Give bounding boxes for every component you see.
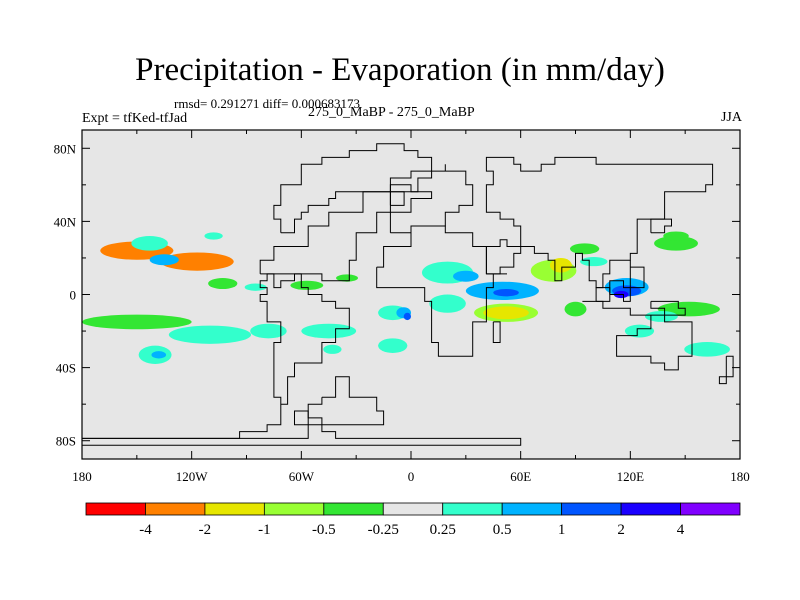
y-tick-label: 40N (54, 214, 77, 229)
contour-region (323, 344, 342, 354)
x-tick-label: 60W (289, 469, 315, 484)
colorbar-label: 2 (617, 522, 625, 538)
colorbar-swatch (501, 502, 563, 516)
contour-region (149, 254, 179, 266)
expt-label: Expt = tfKed-tfJad (82, 111, 188, 126)
colorbar-label: -2 (199, 522, 212, 538)
coastline (609, 280, 631, 302)
contour-region (684, 342, 730, 357)
colorbar-swatch (204, 502, 265, 516)
contour-region (250, 323, 287, 339)
contour-region (624, 324, 655, 338)
contour-region (208, 278, 238, 290)
contour-region (429, 294, 466, 313)
contour-region (570, 243, 600, 255)
colorbar-label: -1 (258, 522, 271, 538)
colorbar-label: -0.25 (368, 522, 399, 538)
contour-region (336, 274, 358, 282)
colorbar: -4 -2 -1 -0.5 -0.25 0.25 0.5 1 2 4 (85, 502, 741, 538)
coastline (718, 355, 734, 385)
coastline (259, 184, 433, 289)
colorbar-swatch (382, 502, 444, 516)
colorbar-label: 1 (558, 522, 566, 538)
y-axis: 80N 40N 0 40S 80S (54, 141, 740, 449)
colorbar-swatch (145, 502, 206, 516)
experiments-label: 275_0_MaBP - 275_0_MaBP (308, 105, 475, 120)
x-tick-label: 0 (408, 469, 415, 484)
coastlines (82, 143, 734, 446)
colorbar-label: -0.5 (312, 522, 336, 538)
x-tick-label: 120E (617, 469, 645, 484)
plot-background (82, 130, 740, 459)
coastline (389, 191, 405, 206)
contour-region (131, 236, 168, 251)
x-axis: 180 120W 60W 0 60E 120E 180 (72, 130, 750, 484)
colorbar-swatch (263, 502, 325, 516)
season-label: JJA (720, 110, 742, 125)
chart-title: Precipitation - Evaporation (in mm/day) (135, 52, 665, 88)
contour-region (160, 252, 234, 271)
colorbar-swatch (85, 502, 146, 516)
contour-region (82, 314, 192, 330)
contour-region (151, 351, 167, 359)
coastline (273, 143, 433, 234)
contour-region (493, 289, 519, 297)
plot-fill (82, 130, 740, 459)
colorbar-label: -4 (139, 522, 152, 538)
coastline (485, 239, 522, 275)
x-tick-label: 120W (176, 469, 209, 484)
contour-fields (82, 231, 730, 364)
contour-region (564, 301, 587, 317)
coastline (650, 218, 672, 234)
x-tick-label: 60E (510, 469, 531, 484)
coastline (82, 410, 522, 446)
colorbar-swatch (620, 502, 681, 516)
coastline (376, 225, 507, 357)
contour-region (483, 306, 529, 320)
y-tick-label: 80S (56, 434, 76, 449)
y-tick-label: 0 (70, 288, 77, 303)
contour-region (580, 257, 608, 267)
contour-region (168, 325, 252, 344)
coastline (82, 273, 350, 439)
stats-subtitle: rmsd= 0.291271 diff= 0.000683173 (174, 96, 360, 111)
colorbar-label: 4 (677, 522, 685, 538)
colorbar-swatch (442, 502, 503, 516)
contour-region (290, 280, 324, 290)
contour-region (644, 310, 678, 322)
contour-region (663, 231, 689, 241)
contour-region (403, 312, 411, 321)
contour-region (654, 236, 698, 251)
y-tick-label: 80N (54, 141, 77, 156)
contour-region (453, 270, 479, 282)
y-tick-label: 40S (56, 361, 76, 376)
contour-region (244, 283, 267, 291)
coastline (650, 300, 686, 316)
colorbar-label: 0.5 (493, 522, 512, 538)
contour-region (204, 232, 223, 240)
colorbar-swatch (680, 502, 741, 516)
coastline (492, 321, 501, 343)
coastline (307, 376, 385, 426)
colorbar-swatch (323, 502, 384, 516)
contour-region (301, 323, 357, 339)
x-tick-label: 180 (72, 469, 92, 484)
coastline (485, 156, 714, 289)
coastline (629, 260, 645, 289)
colorbar-swatch (561, 502, 622, 516)
x-tick-label: 180 (730, 469, 750, 484)
contour-region (378, 338, 408, 353)
colorbar-label: 0.25 (430, 522, 456, 538)
coastline (582, 300, 693, 371)
